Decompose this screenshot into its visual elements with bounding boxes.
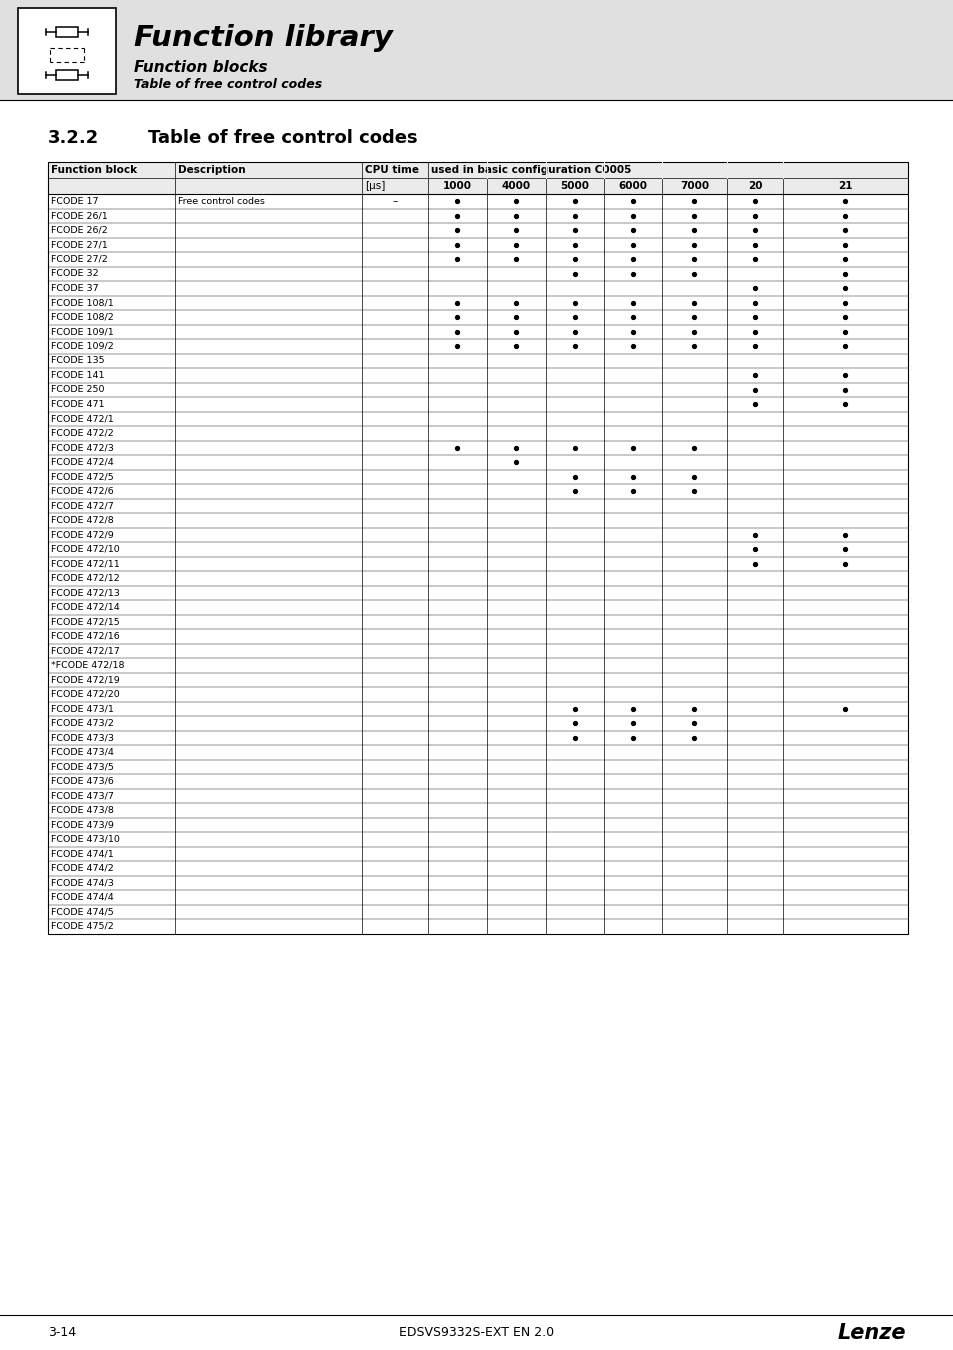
Text: FCODE 472/1: FCODE 472/1 [51, 414, 113, 424]
Text: FCODE 109/2: FCODE 109/2 [51, 342, 113, 351]
Text: *FCODE 472/18: *FCODE 472/18 [51, 660, 125, 670]
Text: FCODE 471: FCODE 471 [51, 400, 105, 409]
Text: 21: 21 [838, 181, 852, 190]
Text: –: – [392, 196, 397, 207]
Text: FCODE 37: FCODE 37 [51, 284, 98, 293]
Text: FCODE 474/3: FCODE 474/3 [51, 879, 113, 887]
Text: Table of free control codes: Table of free control codes [133, 77, 322, 90]
Bar [18, 8, 116, 94]
Text: Function library: Function library [133, 24, 393, 53]
Text: FCODE 472/19: FCODE 472/19 [51, 675, 120, 684]
Text: FCODE 32: FCODE 32 [51, 269, 98, 278]
Text: [μs]: [μs] [365, 181, 385, 190]
Text: FCODE 472/12: FCODE 472/12 [51, 574, 120, 583]
Text: 5000: 5000 [560, 181, 589, 190]
Text: FCODE 473/6: FCODE 473/6 [51, 776, 113, 786]
Text: FCODE 473/10: FCODE 473/10 [51, 834, 120, 844]
Text: Table of free control codes: Table of free control codes [148, 130, 417, 147]
Bar [48, 162, 907, 194]
Text: FCODE 473/8: FCODE 473/8 [51, 806, 113, 815]
Text: FCODE 135: FCODE 135 [51, 356, 105, 366]
Text: EDSVS9332S-EXT EN 2.0: EDSVS9332S-EXT EN 2.0 [399, 1327, 554, 1339]
Text: FCODE 472/5: FCODE 472/5 [51, 472, 113, 481]
Text: FCODE 472/13: FCODE 472/13 [51, 589, 120, 597]
Text: FCODE 472/6: FCODE 472/6 [51, 487, 113, 495]
Text: FCODE 472/16: FCODE 472/16 [51, 632, 120, 641]
Text: FCODE 17: FCODE 17 [51, 197, 98, 205]
Bar [0, 0, 953, 100]
Text: FCODE 26/1: FCODE 26/1 [51, 211, 108, 220]
Text: FCODE 472/4: FCODE 472/4 [51, 458, 113, 467]
Text: FCODE 472/10: FCODE 472/10 [51, 545, 120, 554]
Text: FCODE 109/1: FCODE 109/1 [51, 327, 113, 336]
Text: FCODE 472/11: FCODE 472/11 [51, 559, 120, 568]
Text: FCODE 27/2: FCODE 27/2 [51, 255, 108, 263]
Text: 3-14: 3-14 [48, 1327, 76, 1339]
Text: 6000: 6000 [618, 181, 647, 190]
Text: 3.2.2: 3.2.2 [48, 130, 99, 147]
Text: FCODE 108/2: FCODE 108/2 [51, 313, 113, 321]
Text: CPU time: CPU time [365, 165, 418, 176]
Text: used in basic configuration C0005: used in basic configuration C0005 [431, 165, 631, 176]
Bar [56, 27, 78, 36]
Text: 4000: 4000 [501, 181, 531, 190]
Text: FCODE 473/7: FCODE 473/7 [51, 791, 113, 801]
Text: FCODE 474/1: FCODE 474/1 [51, 849, 113, 859]
Bar [56, 70, 78, 80]
Text: 20: 20 [747, 181, 761, 190]
Text: FCODE 474/5: FCODE 474/5 [51, 907, 113, 917]
Text: Lenze: Lenze [837, 1323, 905, 1343]
Text: FCODE 473/3: FCODE 473/3 [51, 733, 113, 743]
Text: FCODE 474/4: FCODE 474/4 [51, 892, 113, 902]
Text: FCODE 473/9: FCODE 473/9 [51, 821, 113, 829]
Text: FCODE 27/1: FCODE 27/1 [51, 240, 108, 250]
Text: FCODE 475/2: FCODE 475/2 [51, 922, 113, 930]
Bar [48, 162, 907, 933]
Text: FCODE 26/2: FCODE 26/2 [51, 225, 108, 235]
Text: FCODE 141: FCODE 141 [51, 371, 105, 379]
Text: FCODE 473/4: FCODE 473/4 [51, 748, 113, 757]
Text: 7000: 7000 [679, 181, 708, 190]
Text: Description: Description [178, 165, 245, 176]
Text: FCODE 472/14: FCODE 472/14 [51, 602, 120, 612]
Text: 1000: 1000 [442, 181, 472, 190]
Text: Function blocks: Function blocks [133, 61, 268, 76]
Text: FCODE 473/5: FCODE 473/5 [51, 763, 113, 771]
Text: FCODE 108/1: FCODE 108/1 [51, 298, 113, 308]
Text: FCODE 472/7: FCODE 472/7 [51, 501, 113, 510]
Text: FCODE 472/8: FCODE 472/8 [51, 516, 113, 525]
Text: FCODE 474/2: FCODE 474/2 [51, 864, 113, 872]
Text: FCODE 472/17: FCODE 472/17 [51, 647, 120, 655]
Text: Function block: Function block [51, 165, 137, 176]
Text: Free control codes: Free control codes [178, 197, 265, 205]
Text: FCODE 472/2: FCODE 472/2 [51, 429, 113, 437]
Text: FCODE 472/3: FCODE 472/3 [51, 443, 113, 452]
Text: FCODE 472/15: FCODE 472/15 [51, 617, 120, 626]
Text: FCODE 473/1: FCODE 473/1 [51, 705, 113, 713]
Text: FCODE 473/2: FCODE 473/2 [51, 718, 113, 728]
Text: FCODE 472/9: FCODE 472/9 [51, 531, 113, 539]
Text: FCODE 472/20: FCODE 472/20 [51, 690, 120, 699]
Text: FCODE 250: FCODE 250 [51, 385, 105, 394]
